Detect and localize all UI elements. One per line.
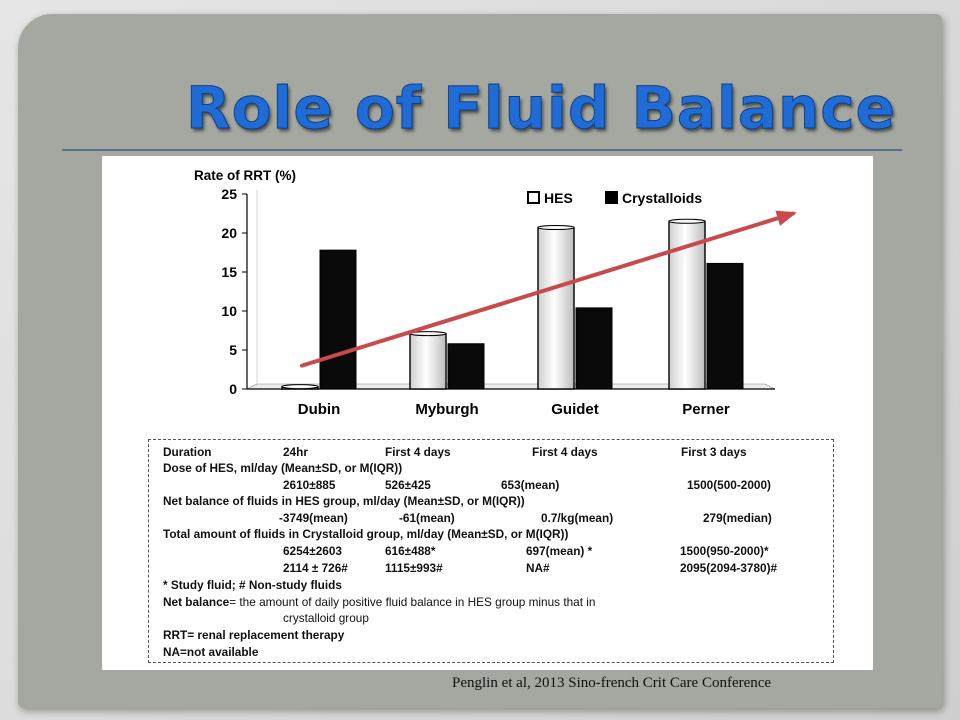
bar-chart: 0 5 10 15 20 25 Rate of RRT (%) Dubin Myburgh Gui… xyxy=(194,168,797,418)
net-value: -61(mean) xyxy=(399,511,455,525)
duration-label: Duration xyxy=(163,445,212,459)
y-tick-label: 10 xyxy=(221,303,237,319)
y-tick-label: 20 xyxy=(221,225,237,241)
chart-bars xyxy=(281,218,744,390)
legend-swatch xyxy=(527,191,540,204)
total-nonstudy-value: 1115±993# xyxy=(385,561,443,575)
net-header: Net balance of fluids in HES group, ml/d… xyxy=(163,494,525,508)
legend-swatch xyxy=(605,191,618,204)
dose-value: 1500(500-2000) xyxy=(687,478,771,492)
bar-crystalloids xyxy=(319,249,357,390)
x-tick-label: Perner xyxy=(682,401,730,418)
duration-value: First 4 days xyxy=(532,445,598,459)
total-study-value: 6254±2603 xyxy=(283,544,342,558)
bar-crystalloids xyxy=(447,343,485,390)
summary-table: Duration 24hr First 4 days First 4 days … xyxy=(148,439,834,663)
footnote: * Study fluid; # Non-study fluids xyxy=(163,578,342,592)
bar-hes-cap xyxy=(537,225,575,231)
trend-arrow-shaft xyxy=(300,211,795,368)
definition-term: Net balance xyxy=(163,595,230,609)
definition-text: = the amount of daily positive fluid bal… xyxy=(229,595,596,609)
legend-label: HES xyxy=(544,190,573,206)
total-nonstudy-value: 2095(2094-3780)# xyxy=(680,561,778,575)
dose-value: 653(mean) xyxy=(501,478,560,492)
net-value: 279(median) xyxy=(703,511,772,525)
total-study-value: 1500(950-2000)* xyxy=(680,544,769,558)
dose-value: 2610±885 xyxy=(283,478,336,492)
net-value: 0.7/kg(mean) xyxy=(541,511,614,525)
y-tick-label: 25 xyxy=(221,186,237,202)
y-tick-label: 0 xyxy=(229,381,237,397)
duration-value: First 4 days xyxy=(385,445,451,459)
citation: Penglin et al, 2013 Sino-french Crit Car… xyxy=(452,675,772,691)
chart-labels: 0 5 10 15 20 25 Rate of RRT (%) Dubin Myburgh Gui… xyxy=(194,168,730,418)
bar-crystalloids xyxy=(706,262,744,390)
net-value: -3749(mean) xyxy=(279,511,348,525)
bar-hes xyxy=(537,226,575,390)
slide-title: Role of Fluid Balance xyxy=(186,74,896,143)
x-tick-label: Guidet xyxy=(551,401,599,418)
definition-rrt: RRT= renal replacement therapy xyxy=(163,628,345,642)
title-underline xyxy=(62,149,902,151)
bar-hes xyxy=(409,332,447,390)
total-study-value: 697(mean) * xyxy=(526,544,593,558)
trend-arrow xyxy=(300,210,797,368)
total-nonstudy-value: 2114 ± 726# xyxy=(283,561,348,575)
definition-net-balance: Net balance= the amount of daily positiv… xyxy=(163,594,595,610)
definition-na: NA=not available xyxy=(163,645,259,659)
x-tick-label: Myburgh xyxy=(415,401,478,418)
total-nonstudy-value: NA# xyxy=(526,561,550,575)
y-tick-label: 5 xyxy=(229,342,237,358)
definition-net-balance-cont: crystalloid group xyxy=(283,611,369,625)
bar-hes-cap xyxy=(668,218,706,224)
dose-header: Dose of HES, ml/day (Mean±SD, or M(IQR)) xyxy=(163,461,403,475)
legend-label: Crystalloids xyxy=(622,190,702,206)
x-tick-label: Dubin xyxy=(298,401,341,418)
trend-arrow-head xyxy=(775,210,797,226)
duration-value: First 3 days xyxy=(681,445,747,459)
chart-legend: HES Crystalloids xyxy=(527,190,702,206)
y-tick-label: 15 xyxy=(221,264,237,280)
total-study-value: 616±488* xyxy=(385,544,436,558)
y-axis-label: Rate of RRT (%) xyxy=(194,168,296,183)
content-panel: 0 5 10 15 20 25 Rate of RRT (%) Dubin Myburgh Gui… xyxy=(102,156,873,670)
bar-hes-cap xyxy=(281,384,319,390)
total-header: Total amount of fluids in Crystalloid gr… xyxy=(163,527,569,541)
dose-value: 526±425 xyxy=(385,478,431,492)
bar-crystalloids xyxy=(575,307,613,390)
duration-value: 24hr xyxy=(283,445,308,459)
